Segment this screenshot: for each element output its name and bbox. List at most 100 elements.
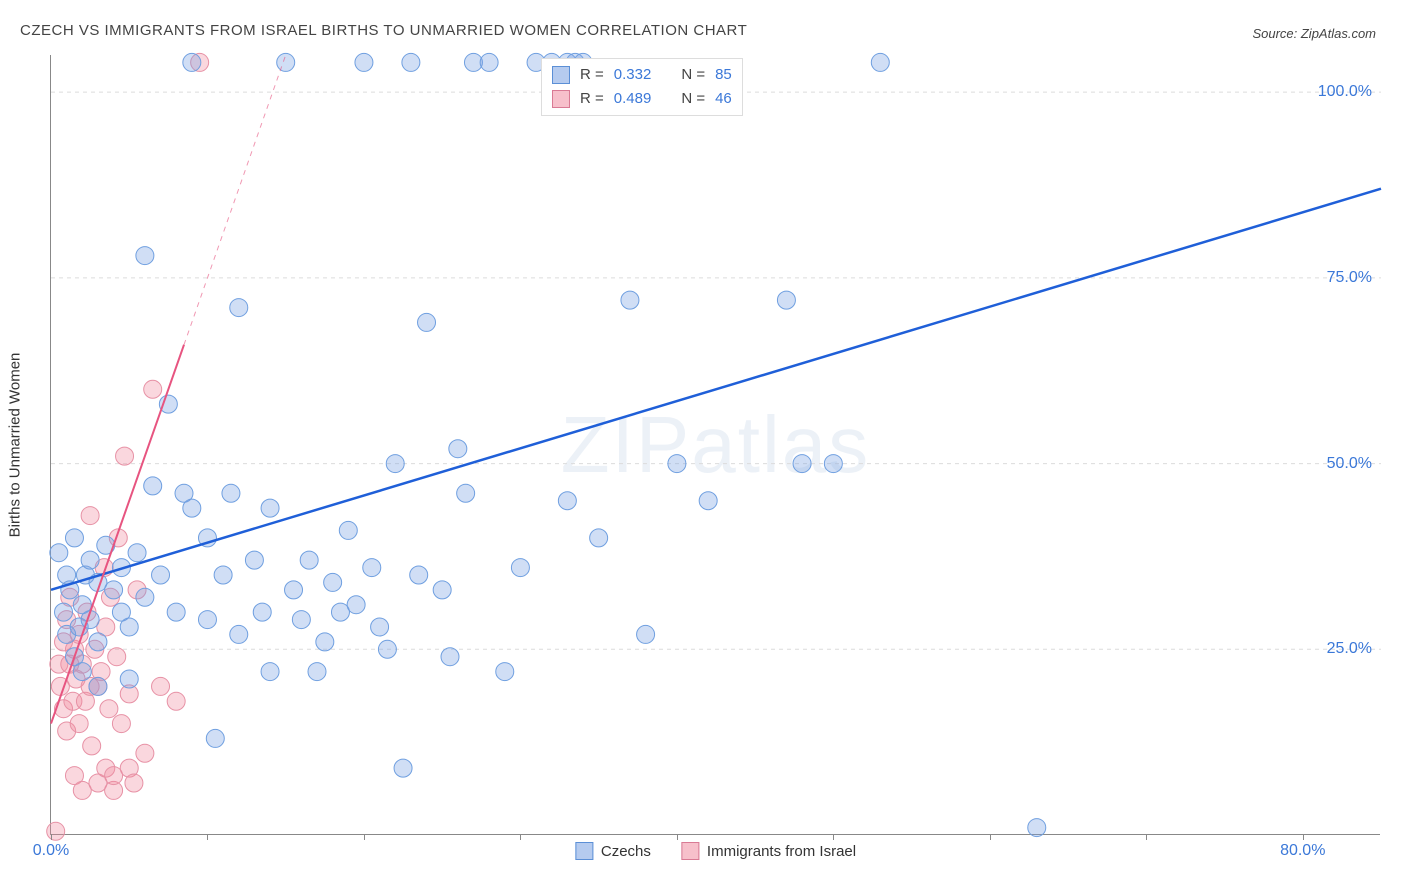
y-tick-label: 25.0% [1327, 640, 1372, 658]
scatter-point-czechs [183, 499, 201, 517]
plot-area: ZIPatlas R = 0.332 N = 85 R = 0.489 N = … [50, 55, 1380, 835]
scatter-point-czechs [621, 291, 639, 309]
x-tick-label: 0.0% [33, 842, 69, 860]
scatter-point-czechs [55, 603, 73, 621]
scatter-point-czechs [300, 551, 318, 569]
bottom-legend: Czechs Immigrants from Israel [575, 842, 856, 860]
scatter-point-israel [116, 447, 134, 465]
scatter-point-czechs [261, 663, 279, 681]
scatter-point-czechs [81, 551, 99, 569]
chart-svg [51, 55, 1380, 834]
scatter-point-czechs [316, 633, 334, 651]
stat-n-israel: 46 [715, 87, 732, 111]
scatter-point-israel [144, 380, 162, 398]
scatter-point-czechs [128, 544, 146, 562]
chart-title: CZECH VS IMMIGRANTS FROM ISRAEL BIRTHS T… [20, 22, 747, 39]
swatch-pink-icon [552, 90, 570, 108]
scatter-point-czechs [120, 670, 138, 688]
scatter-point-czechs [144, 477, 162, 495]
scatter-point-czechs [480, 53, 498, 71]
scatter-point-czechs [120, 618, 138, 636]
scatter-point-israel [125, 774, 143, 792]
scatter-point-czechs [699, 492, 717, 510]
legend-item-czechs: Czechs [575, 842, 651, 860]
scatter-point-israel [136, 744, 154, 762]
scatter-point-czechs [253, 603, 271, 621]
scatter-point-czechs [89, 633, 107, 651]
scatter-point-czechs [386, 455, 404, 473]
stat-r-israel: 0.489 [614, 87, 652, 111]
scatter-point-czechs [496, 663, 514, 681]
scatter-point-israel [81, 507, 99, 525]
scatter-point-israel [112, 715, 130, 733]
scatter-point-czechs [136, 588, 154, 606]
stat-n-czechs: 85 [715, 63, 732, 87]
stats-row-czechs: R = 0.332 N = 85 [552, 63, 732, 87]
swatch-pink-icon [681, 842, 699, 860]
scatter-point-czechs [136, 247, 154, 265]
scatter-point-czechs [347, 596, 365, 614]
scatter-point-czechs [363, 559, 381, 577]
scatter-point-czechs [371, 618, 389, 636]
scatter-point-czechs [230, 625, 248, 643]
scatter-point-czechs [449, 440, 467, 458]
y-tick-label: 50.0% [1327, 455, 1372, 473]
scatter-point-czechs [402, 53, 420, 71]
stats-row-israel: R = 0.489 N = 46 [552, 87, 732, 111]
scatter-point-czechs [73, 663, 91, 681]
scatter-point-israel [100, 700, 118, 718]
x-tick-label: 80.0% [1280, 842, 1325, 860]
scatter-point-czechs [410, 566, 428, 584]
stat-r-label: R = [580, 63, 604, 87]
scatter-point-czechs [292, 611, 310, 629]
scatter-point-czechs [378, 640, 396, 658]
source-attribution: Source: ZipAtlas.com [1252, 26, 1376, 41]
stat-n-label: N = [681, 87, 705, 111]
scatter-point-czechs [206, 729, 224, 747]
scatter-point-czechs [222, 484, 240, 502]
stat-r-label: R = [580, 87, 604, 111]
scatter-point-czechs [433, 581, 451, 599]
scatter-point-czechs [230, 299, 248, 317]
scatter-point-czechs [441, 648, 459, 666]
scatter-point-czechs [418, 313, 436, 331]
scatter-point-czechs [50, 544, 68, 562]
scatter-point-czechs [159, 395, 177, 413]
regression-line-czechs [51, 189, 1381, 590]
scatter-point-czechs [198, 611, 216, 629]
stat-r-czechs: 0.332 [614, 63, 652, 87]
scatter-point-czechs [339, 521, 357, 539]
scatter-point-czechs [183, 53, 201, 71]
scatter-point-czechs [637, 625, 655, 643]
swatch-blue-icon [552, 66, 570, 84]
y-tick-label: 100.0% [1318, 83, 1372, 101]
scatter-point-czechs [152, 566, 170, 584]
stat-n-label: N = [681, 63, 705, 87]
scatter-point-israel [152, 677, 170, 695]
scatter-point-czechs [558, 492, 576, 510]
swatch-blue-icon [575, 842, 593, 860]
scatter-point-czechs [324, 573, 342, 591]
scatter-point-czechs [793, 455, 811, 473]
stats-legend-box: R = 0.332 N = 85 R = 0.489 N = 46 [541, 58, 743, 116]
scatter-point-czechs [277, 53, 295, 71]
scatter-point-czechs [777, 291, 795, 309]
scatter-point-israel [47, 822, 65, 840]
scatter-point-czechs [394, 759, 412, 777]
y-tick-label: 75.0% [1327, 269, 1372, 287]
scatter-point-czechs [261, 499, 279, 517]
scatter-point-czechs [89, 677, 107, 695]
scatter-point-israel [83, 737, 101, 755]
scatter-point-czechs [590, 529, 608, 547]
scatter-point-czechs [511, 559, 529, 577]
legend-label-czechs: Czechs [601, 843, 651, 860]
scatter-point-czechs [65, 529, 83, 547]
scatter-point-czechs [871, 53, 889, 71]
scatter-point-czechs [285, 581, 303, 599]
scatter-point-czechs [1028, 819, 1046, 837]
legend-item-israel: Immigrants from Israel [681, 842, 856, 860]
scatter-point-czechs [308, 663, 326, 681]
legend-label-israel: Immigrants from Israel [707, 843, 856, 860]
scatter-point-israel [108, 648, 126, 666]
scatter-point-israel [167, 692, 185, 710]
